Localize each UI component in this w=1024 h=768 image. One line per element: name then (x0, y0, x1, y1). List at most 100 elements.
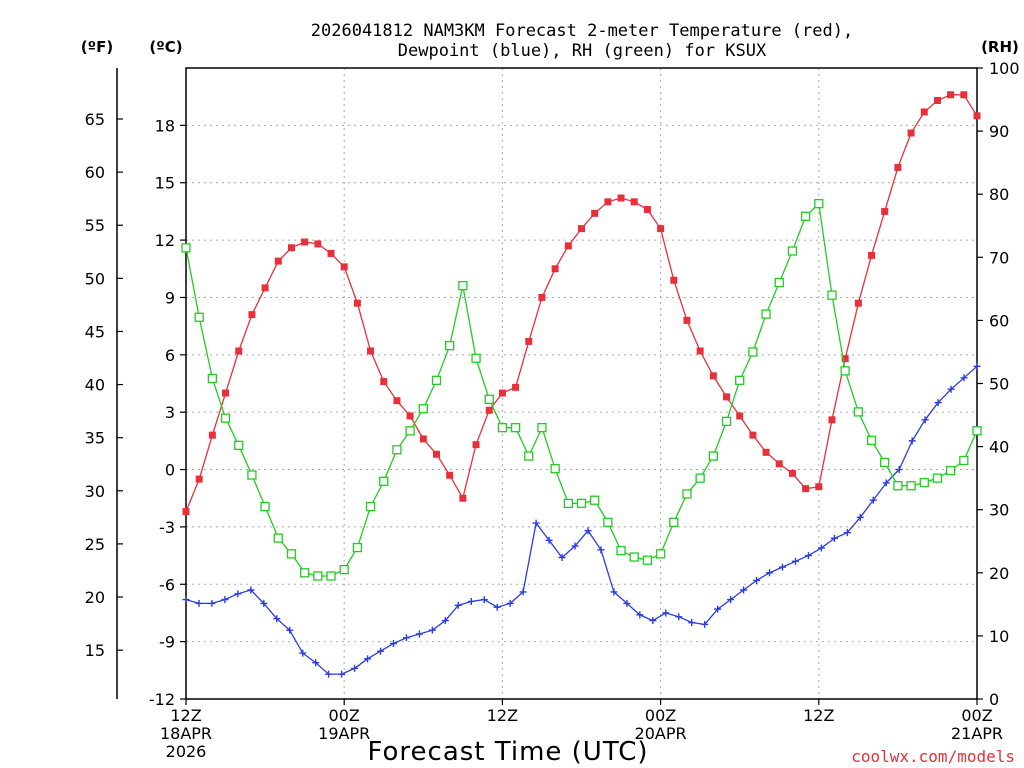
rh-tick-label: 70 (989, 248, 1009, 267)
temperature-point (630, 198, 638, 206)
temperature-point (406, 412, 414, 420)
temperature-point (775, 460, 783, 468)
series-dewpoint (182, 362, 981, 678)
dewpoint-point (480, 596, 488, 604)
temperature-point (749, 431, 757, 439)
temperature-point (591, 209, 599, 217)
dewpoint-point (286, 626, 294, 634)
rh-tick-label: 10 (989, 627, 1009, 646)
chart-title-line1: 2026041812 NAM3KM Forecast 2-meter Tempe… (311, 21, 853, 41)
dewpoint-point (610, 588, 618, 596)
dewpoint-point (675, 613, 683, 621)
rh-point (484, 394, 494, 404)
temperature-point (235, 347, 243, 355)
fahrenheit-tick-label: 30 (85, 482, 105, 501)
rh-point (682, 489, 692, 499)
temperature-point (512, 383, 520, 391)
dewpoint-point (351, 664, 359, 672)
dewpoint-point (908, 437, 916, 445)
celsius-tick-label: -3 (159, 518, 175, 537)
rh-unit-label: (RH) (981, 38, 1019, 56)
temperature-point (301, 238, 309, 246)
dewpoint-point (532, 519, 540, 527)
rh-point (827, 290, 837, 300)
dewpoint-point (195, 599, 203, 607)
dewpoint-point (882, 479, 890, 487)
rh-point (853, 407, 863, 417)
fahrenheit-tick-label: 20 (85, 588, 105, 607)
x-tick-date-label: 19APR (318, 724, 370, 743)
temperature-point (723, 393, 731, 401)
chart-title-line2: Dewpoint (blue), RH (green) for KSUX (398, 41, 767, 61)
dewpoint-point (973, 362, 981, 370)
fahrenheit-tick-label: 35 (85, 429, 105, 448)
rh-point (537, 423, 547, 433)
temperature-point (802, 485, 810, 493)
temperature-point (446, 471, 454, 479)
rh-point (379, 476, 389, 486)
temperature-point (947, 91, 955, 99)
rh-tick-label: 50 (989, 375, 1009, 394)
rh-tick-label: 90 (989, 122, 1009, 141)
rh-point (365, 501, 376, 512)
dewpoint-point (895, 466, 903, 474)
rh-point (748, 347, 758, 357)
rh-tick-label: 60 (989, 311, 1009, 330)
dewpoint-point (947, 385, 955, 393)
x-tick-date-label: 18APR (160, 724, 212, 743)
dewpoint-point (260, 599, 268, 607)
temperature-point (815, 483, 823, 491)
dewpoint-point (830, 534, 838, 542)
temperature-point (538, 293, 546, 301)
rh-point (932, 473, 943, 483)
dewpoint-point (377, 647, 385, 655)
fahrenheit-unit-label: (ºF) (81, 38, 113, 56)
celsius-tick-label: 3 (165, 403, 175, 422)
rh-point (880, 457, 890, 468)
rh-point (655, 549, 666, 559)
temperature-point (907, 129, 915, 137)
rh-point (787, 246, 798, 256)
rh-point (906, 481, 916, 491)
celsius-tick-label: 18 (155, 116, 175, 135)
rh-point (972, 426, 982, 436)
rh-point (800, 211, 811, 221)
temperature-point (222, 389, 230, 397)
rh-point (840, 366, 850, 376)
rh-point (774, 277, 784, 288)
temperature-point (551, 265, 559, 273)
rh-point (603, 517, 613, 527)
temperature-point (287, 244, 295, 252)
rh-point (959, 455, 969, 466)
celsius-tick-label: 15 (155, 174, 175, 193)
temperature-point (314, 240, 322, 248)
temperature-point (868, 251, 876, 259)
rh-tick-label: 30 (989, 501, 1009, 520)
rh-point (761, 309, 771, 319)
temperature-point (643, 205, 651, 213)
dewpoint-point (493, 603, 501, 611)
rh-point (207, 373, 218, 384)
temperature-point (762, 448, 770, 456)
dewpoint-point (778, 563, 786, 571)
rh-tick-label: 20 (989, 564, 1009, 583)
rh-point (721, 416, 732, 427)
dewpoint-point (753, 576, 761, 584)
fahrenheit-tick-label: 45 (85, 322, 105, 341)
dewpoint-point (571, 542, 579, 550)
rh-point (866, 435, 877, 445)
temperature-point (788, 469, 796, 477)
dewpoint-point (519, 588, 527, 596)
dewpoint-point (441, 617, 449, 625)
series-line (185, 365, 978, 675)
x-tick-label: 00Z (329, 706, 360, 725)
dewpoint-point (791, 557, 799, 565)
fahrenheit-tick-label: 50 (85, 269, 105, 288)
temperature-point (960, 91, 968, 99)
rh-point (247, 470, 257, 480)
dewpoint-point (649, 617, 657, 625)
temperature-point (973, 112, 981, 120)
temperature-point (920, 108, 928, 116)
x-tick-label: 12Z (803, 706, 834, 725)
